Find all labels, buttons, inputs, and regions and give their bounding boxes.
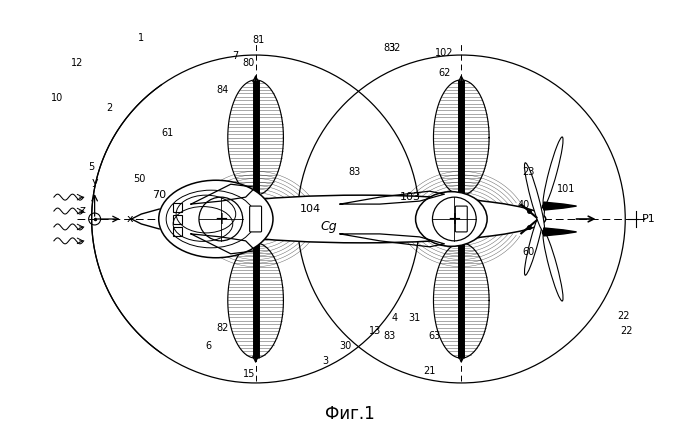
Text: 82: 82 [217, 323, 229, 333]
Text: 22: 22 [617, 312, 630, 321]
Text: 2: 2 [106, 103, 113, 113]
Ellipse shape [524, 163, 545, 232]
Text: 61: 61 [161, 128, 173, 138]
Text: 30: 30 [339, 341, 351, 351]
Text: 13: 13 [368, 326, 381, 336]
Ellipse shape [524, 206, 545, 275]
Bar [173, 227, 182, 236]
Text: 70: 70 [152, 190, 166, 200]
Polygon shape [544, 202, 577, 210]
Text: 15: 15 [243, 369, 255, 379]
Polygon shape [544, 228, 577, 236]
Bar [173, 203, 182, 212]
Text: 83: 83 [384, 331, 396, 341]
Text: 63: 63 [428, 331, 440, 341]
Text: 60: 60 [523, 247, 535, 257]
Text: 1: 1 [138, 33, 145, 43]
Text: 12: 12 [71, 58, 83, 68]
Text: Cg: Cg [320, 220, 337, 233]
Ellipse shape [543, 232, 563, 301]
FancyBboxPatch shape [250, 206, 261, 232]
Text: y: y [92, 177, 98, 187]
Text: 103: 103 [400, 192, 421, 202]
Text: +: + [447, 210, 461, 228]
Text: 4: 4 [391, 313, 398, 323]
Text: 3: 3 [322, 356, 329, 366]
Text: z: z [80, 205, 86, 215]
Text: 80: 80 [243, 58, 254, 68]
Ellipse shape [543, 137, 563, 206]
Text: 6: 6 [206, 341, 212, 351]
Text: 40: 40 [518, 200, 530, 210]
Text: 83: 83 [384, 43, 396, 53]
Text: 62: 62 [438, 68, 451, 78]
Text: 32: 32 [389, 43, 401, 53]
Text: +: + [214, 210, 228, 228]
Text: 104: 104 [301, 204, 322, 214]
Text: 50: 50 [133, 174, 145, 184]
Ellipse shape [159, 180, 273, 258]
Bar [173, 215, 182, 224]
Text: P1: P1 [642, 214, 656, 224]
Text: 83: 83 [349, 167, 361, 177]
Text: 5: 5 [89, 162, 95, 172]
Text: 102: 102 [435, 48, 454, 58]
Ellipse shape [416, 192, 487, 246]
Text: 31: 31 [408, 313, 421, 323]
Text: 10: 10 [51, 93, 63, 103]
Ellipse shape [178, 195, 546, 243]
FancyBboxPatch shape [455, 206, 467, 232]
Text: 84: 84 [217, 85, 229, 95]
Text: Фиг.1: Фиг.1 [325, 405, 375, 423]
Text: 81: 81 [252, 35, 265, 45]
Text: 23: 23 [523, 167, 535, 177]
Text: 22: 22 [620, 326, 633, 336]
Text: 7: 7 [233, 51, 239, 61]
Text: 21: 21 [424, 366, 435, 376]
Text: x: x [127, 214, 133, 224]
Text: 101: 101 [557, 184, 576, 194]
